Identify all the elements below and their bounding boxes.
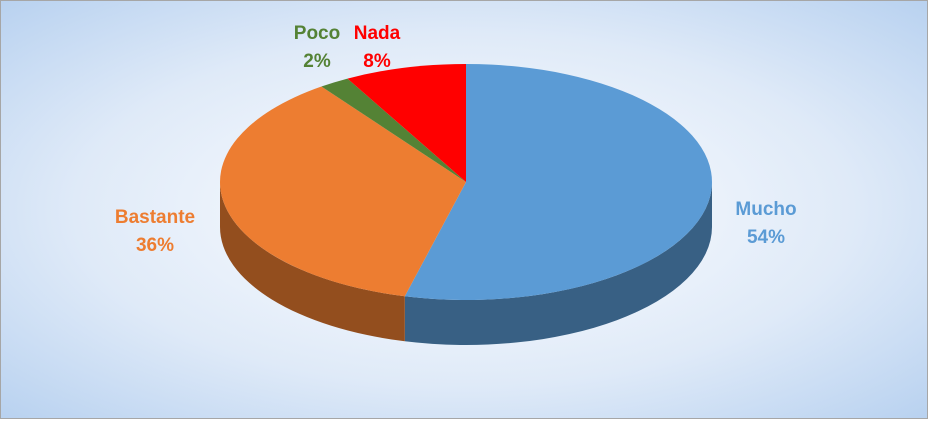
category-label: Mucho xyxy=(735,199,796,220)
pie-slice xyxy=(321,78,466,182)
category-label: Nada xyxy=(354,23,401,44)
value-label: 2% xyxy=(303,51,331,72)
pie-slice xyxy=(404,64,713,301)
category-label: Poco xyxy=(294,23,340,44)
pie-slice xyxy=(220,86,466,297)
pie-slice-side xyxy=(220,182,405,342)
value-label: 54% xyxy=(747,227,785,248)
category-label: Bastante xyxy=(115,207,195,228)
pie-slice xyxy=(347,64,466,182)
value-label: 8% xyxy=(363,51,391,72)
pie-slice-side xyxy=(404,182,712,345)
value-label: 36% xyxy=(136,235,174,256)
